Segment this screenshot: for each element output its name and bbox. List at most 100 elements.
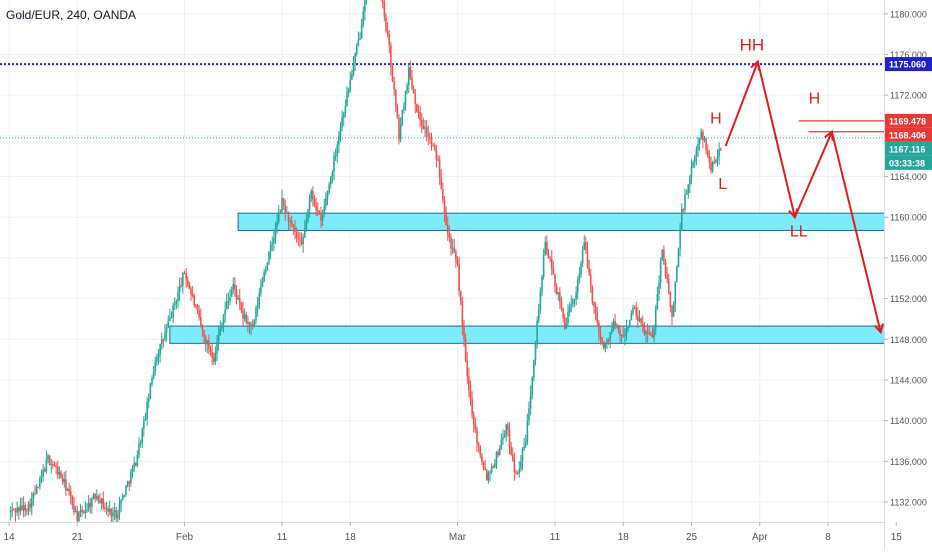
candle-body bbox=[193, 296, 196, 306]
candle-body bbox=[531, 377, 534, 395]
price-axis[interactable]: 1132.000 1136.000 1140.000 1144.000 1148.000… bbox=[884, 0, 932, 550]
candle-body bbox=[427, 134, 430, 137]
candle-body bbox=[303, 228, 306, 238]
candle-body bbox=[364, 0, 366, 12]
candle-body bbox=[323, 206, 326, 215]
candle-body bbox=[511, 454, 514, 460]
candle-body bbox=[404, 90, 407, 107]
support-zones[interactable] bbox=[169, 212, 932, 344]
candle-body bbox=[219, 328, 222, 335]
candle-body bbox=[554, 274, 556, 287]
candle-body bbox=[50, 463, 53, 465]
candle-body bbox=[216, 341, 218, 354]
candle-body bbox=[108, 508, 111, 512]
candle-body bbox=[13, 509, 15, 511]
candle-body bbox=[339, 126, 342, 136]
candle-body bbox=[638, 318, 641, 321]
candle-body bbox=[40, 476, 43, 478]
candle-body bbox=[697, 144, 699, 150]
candle-body bbox=[146, 401, 148, 419]
candle-body bbox=[692, 162, 694, 167]
candle-body bbox=[24, 505, 27, 511]
candle-body bbox=[661, 249, 664, 260]
candle-body bbox=[627, 326, 629, 328]
candle-body bbox=[147, 398, 150, 402]
forecast-polyline[interactable] bbox=[724, 60, 882, 333]
candle-body bbox=[576, 279, 579, 293]
candle-body bbox=[225, 301, 228, 310]
horizontal-lines[interactable] bbox=[0, 63, 884, 139]
candle-body bbox=[620, 335, 623, 337]
candle-body bbox=[411, 77, 413, 89]
candle-body bbox=[126, 481, 129, 486]
candle-body bbox=[609, 332, 612, 341]
candle-body bbox=[227, 301, 230, 303]
lower-support-zone[interactable] bbox=[169, 325, 932, 344]
candle-body bbox=[294, 227, 296, 232]
candle-body bbox=[92, 494, 95, 500]
candle-body bbox=[666, 274, 668, 280]
candle-body bbox=[281, 198, 283, 212]
candle-body bbox=[173, 303, 176, 305]
candle-body bbox=[242, 310, 244, 319]
candle-body bbox=[650, 334, 652, 336]
candle-body bbox=[199, 317, 202, 326]
candle-body bbox=[318, 211, 321, 214]
candle-body bbox=[180, 285, 183, 287]
candle-body bbox=[583, 242, 586, 250]
candle-body bbox=[453, 247, 456, 253]
candle-body bbox=[27, 503, 30, 511]
candle-body bbox=[446, 224, 449, 234]
candle-body bbox=[177, 292, 179, 302]
candle-body bbox=[256, 305, 259, 308]
candle-body bbox=[565, 322, 568, 329]
candle-body bbox=[572, 299, 574, 305]
candle-body bbox=[297, 237, 300, 240]
candle-body bbox=[419, 111, 421, 120]
candle-body bbox=[383, 2, 386, 17]
upper-support-zone[interactable] bbox=[237, 212, 932, 231]
candle-body bbox=[687, 184, 690, 194]
candle-body bbox=[100, 498, 103, 504]
time-tick-label: 18 bbox=[618, 532, 630, 543]
candle-body bbox=[201, 325, 204, 331]
candle-body bbox=[625, 327, 628, 336]
price-tick-label: 1132.000 bbox=[890, 498, 927, 508]
candle-body bbox=[664, 261, 667, 275]
candle-body bbox=[60, 472, 62, 479]
candle-body bbox=[685, 193, 688, 195]
candle-body bbox=[695, 149, 698, 158]
forecast-path[interactable] bbox=[724, 59, 884, 335]
candle-body bbox=[555, 286, 558, 294]
candle-body bbox=[455, 252, 457, 260]
candle-body bbox=[399, 124, 402, 140]
candle-body bbox=[520, 461, 522, 469]
candle-body bbox=[360, 24, 363, 39]
candle-body bbox=[131, 468, 134, 473]
price-tick-label: 1152.000 bbox=[890, 294, 927, 304]
label-1168-406-bg bbox=[885, 127, 932, 142]
candle-body bbox=[401, 110, 404, 125]
candle-body bbox=[633, 307, 636, 309]
candle-body bbox=[196, 306, 199, 311]
candle-body bbox=[30, 498, 33, 508]
candle-body bbox=[21, 505, 23, 511]
candle-body bbox=[43, 469, 46, 472]
candle-body bbox=[78, 511, 80, 522]
candle-body bbox=[138, 443, 140, 456]
candle-body bbox=[693, 157, 696, 163]
candle-body bbox=[580, 263, 582, 275]
candle-body bbox=[679, 229, 681, 249]
candle-body bbox=[110, 508, 113, 517]
candle-body bbox=[482, 461, 485, 469]
candle-body bbox=[641, 323, 644, 327]
candle-body bbox=[495, 452, 498, 464]
candle-body bbox=[141, 428, 144, 443]
candle-body bbox=[107, 508, 109, 512]
time-axis[interactable]: 1421Feb1118Mar111825Apr81522 bbox=[0, 522, 932, 550]
candle-body bbox=[186, 279, 189, 285]
candle-body bbox=[312, 190, 314, 200]
